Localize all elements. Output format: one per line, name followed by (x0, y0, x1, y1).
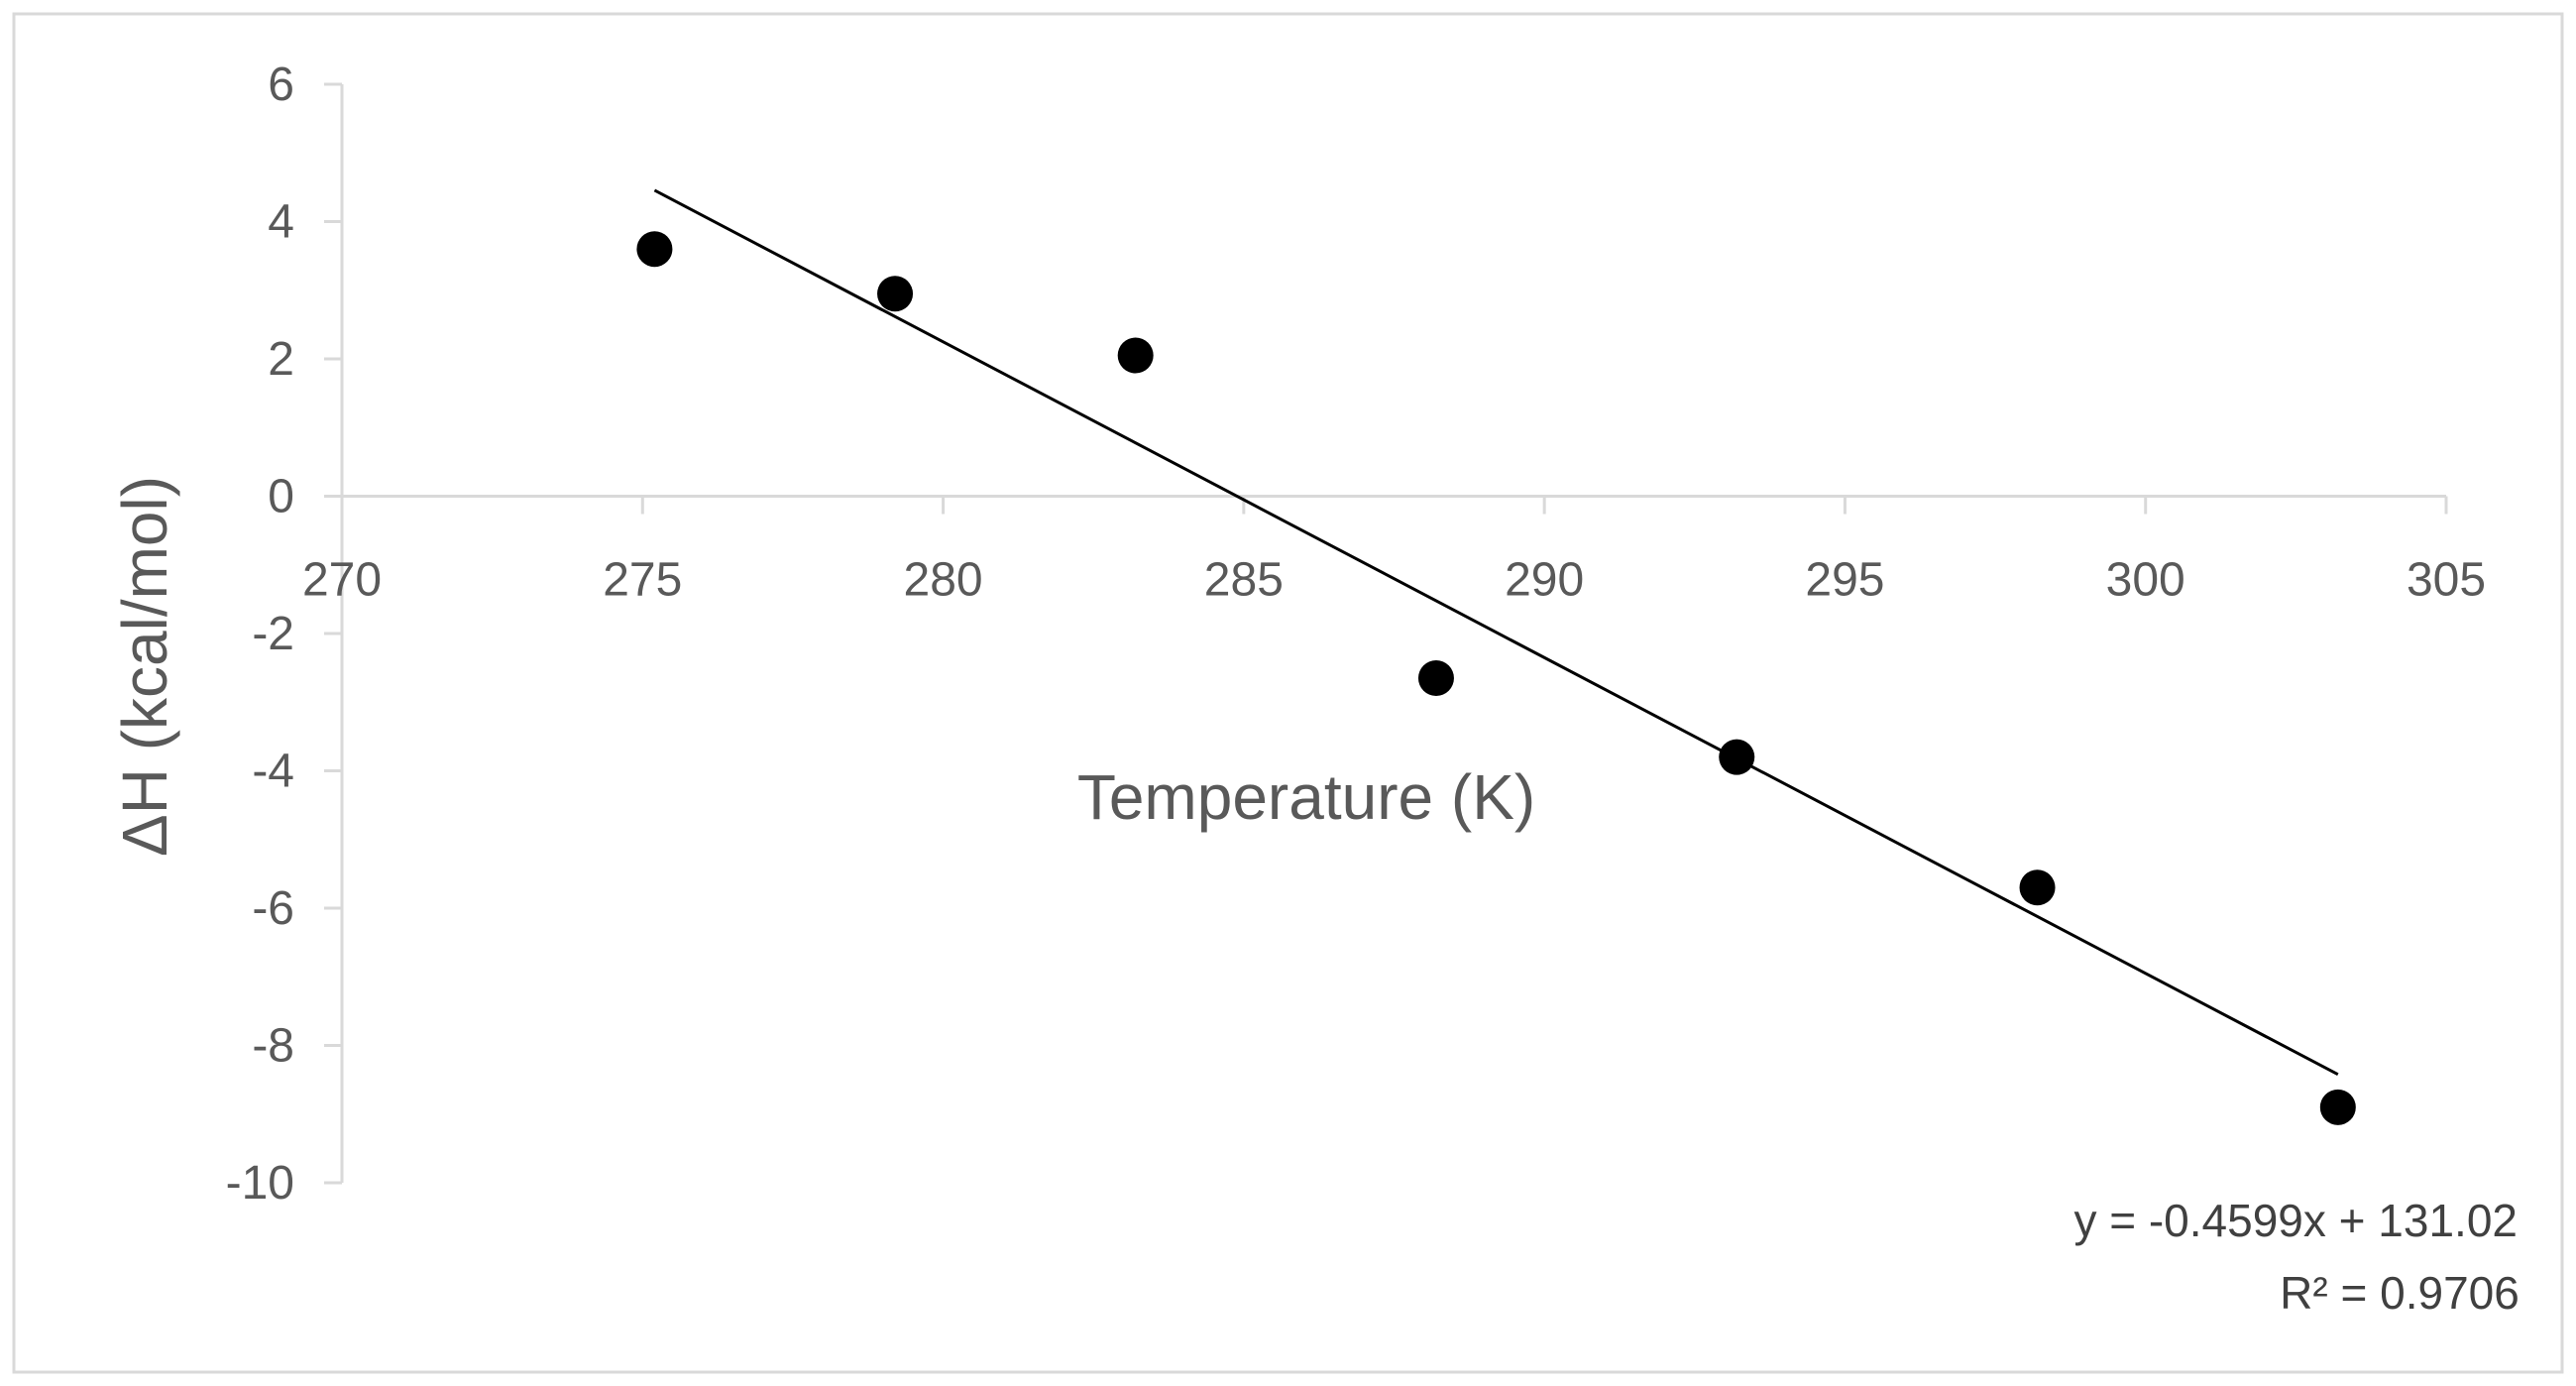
data-point (636, 231, 673, 268)
x-tick-label: 305 (2407, 554, 2486, 607)
chart-frame (12, 12, 2564, 1374)
x-tick-label: 295 (1805, 554, 1884, 607)
x-tick-label: 280 (904, 554, 983, 607)
y-tick-label: 0 (268, 471, 294, 523)
data-point (1117, 337, 1154, 374)
x-tick-label: 300 (2106, 554, 2185, 607)
x-tick-label: 275 (603, 554, 682, 607)
data-point (2019, 869, 2056, 906)
trendline-r-squared: R² = 0.9706 (2280, 1267, 2520, 1319)
data-point (2319, 1089, 2356, 1125)
y-tick-label: 2 (268, 333, 294, 386)
x-tick-label: 290 (1505, 554, 1584, 607)
y-tick-label: -2 (252, 608, 294, 660)
y-tick-label: -4 (252, 746, 294, 798)
y-tick-label: 6 (268, 58, 294, 111)
trendline-equation: y = -0.4599x + 131.02 (2073, 1195, 2518, 1246)
y-tick-label: -10 (226, 1157, 294, 1210)
axes (324, 82, 2448, 1185)
y-tick-label: -8 (252, 1020, 294, 1073)
x-axis-title: Temperature (K) (1077, 761, 1535, 833)
data-point (877, 276, 914, 312)
y-tick-label: 4 (268, 196, 294, 249)
tick-labels: 6 4 2 0 -2 -4 -6 -8 -10 270 275 280 285 290 295 300 305 (226, 58, 2486, 1210)
y-axis-title: ΔH (kcal/mol) (109, 476, 180, 857)
data-points (636, 231, 2356, 1125)
data-point (1719, 739, 1755, 775)
y-tick-label: -6 (252, 882, 294, 935)
data-point (1417, 660, 1454, 697)
trendline-layer (653, 188, 2339, 1077)
trendline (653, 188, 2339, 1077)
x-tick-label: 285 (1204, 554, 1284, 607)
x-tick-label: 270 (302, 554, 382, 607)
